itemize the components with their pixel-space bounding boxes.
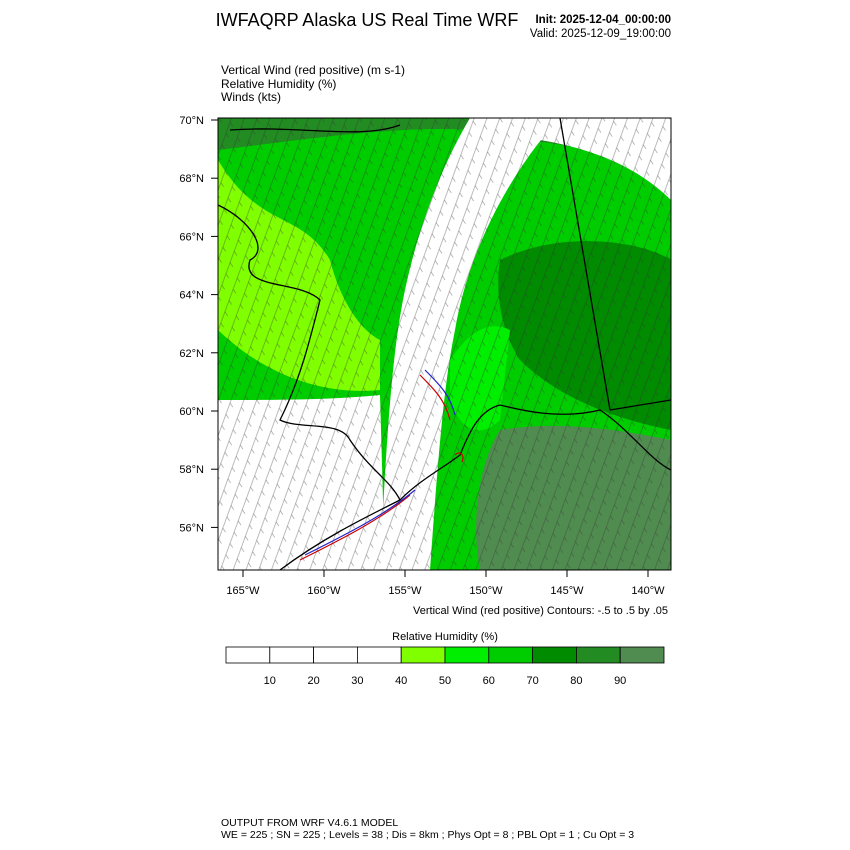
- lon-label: 165°W: [226, 585, 260, 597]
- lon-label: 140°W: [631, 585, 665, 597]
- footer-line: OUTPUT FROM WRF V4.6.1 MODEL: [221, 817, 398, 829]
- lat-label: 66°N: [179, 231, 204, 243]
- colorbar-box: [619, 646, 665, 664]
- wind-barbs: [218, 118, 671, 570]
- lat-label: 62°N: [179, 348, 204, 360]
- lat-label: 60°N: [179, 406, 204, 418]
- colorbar-box: [444, 646, 490, 664]
- colorbar-box: [269, 646, 314, 664]
- lat-label: 70°N: [179, 115, 204, 127]
- colorbar-tick-label: 70: [526, 675, 538, 687]
- colorbar-tick-label: 50: [439, 675, 451, 687]
- field-label: Winds (kts): [221, 90, 281, 104]
- colorbar-box: [488, 646, 533, 664]
- colorbar-tick-label: 20: [307, 675, 319, 687]
- colorbar-box: [400, 646, 446, 664]
- field-label: Relative Humidity (%): [221, 77, 336, 91]
- init-time: Init: 2025-12-04_00:00:00: [535, 14, 671, 26]
- valid-time: Valid: 2025-12-09_19:00:00: [530, 28, 671, 40]
- colorbar-tick-label: 40: [395, 675, 407, 687]
- footer-line: WE = 225 ; SN = 225 ; Levels = 38 ; Dis …: [221, 829, 634, 841]
- map-area: [218, 118, 671, 570]
- map-frame: [217, 117, 672, 571]
- colorbar-title: Relative Humidity (%): [392, 631, 498, 643]
- lat-label: 64°N: [179, 290, 204, 302]
- vertical-wind-contour: [299, 374, 464, 561]
- colorbar-box: [532, 646, 577, 664]
- colorbar-box: [225, 646, 271, 664]
- colorbar-tick-label: 10: [264, 675, 276, 687]
- colorbar-box: [576, 646, 621, 664]
- lon-label: 155°W: [388, 585, 422, 597]
- lon-label: 150°W: [469, 585, 503, 597]
- field-label: Vertical Wind (red positive) (m s-1): [221, 63, 405, 77]
- colorbar-box: [313, 646, 358, 664]
- contour-note: Vertical Wind (red positive) Contours: -…: [413, 605, 668, 617]
- colorbar-tick-label: 80: [570, 675, 582, 687]
- colorbar-tick-label: 60: [483, 675, 495, 687]
- colorbar-tick-label: 90: [614, 675, 626, 687]
- lat-label: 68°N: [179, 173, 204, 185]
- lon-label: 160°W: [307, 585, 341, 597]
- lat-label: 56°N: [179, 522, 204, 534]
- colorbar-tick-label: 30: [351, 675, 363, 687]
- coastline: [218, 118, 671, 570]
- colorbar-box: [356, 646, 402, 664]
- vertical-wind-contour: [304, 369, 456, 556]
- lon-label: 145°W: [550, 585, 584, 597]
- title: IWFAQRP Alaska US Real Time WRF: [216, 10, 519, 30]
- lat-label: 58°N: [179, 464, 204, 476]
